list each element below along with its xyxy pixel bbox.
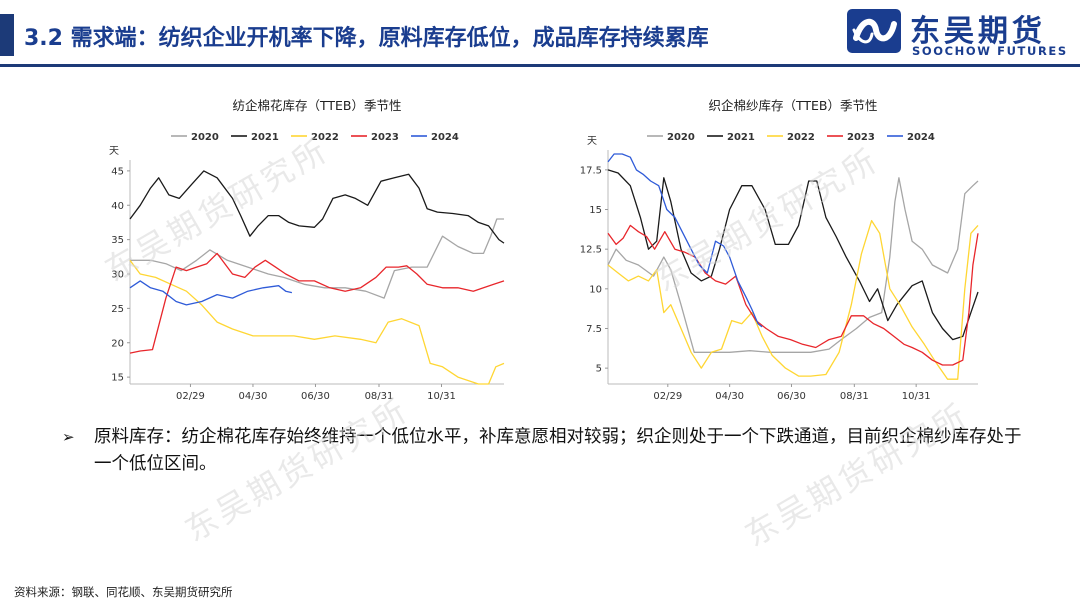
data-source-note: 资料来源：钢联、同花顺、东吴期货研究所	[14, 585, 233, 599]
legend-label: 2021	[727, 132, 755, 143]
legend-label: 2023	[847, 132, 875, 143]
slide-header: 3.2 需求端：纺织企业开机率下降，原料库存低位，成品库存持续累库 东吴期货 S…	[0, 0, 1080, 74]
y-tick-label: 15	[589, 205, 602, 216]
x-tick-label: 10/31	[902, 391, 931, 402]
legend-item-2024: 2024	[887, 132, 935, 143]
legend-item-2021: 2021	[707, 132, 755, 143]
legend-label: 2020	[191, 132, 219, 143]
y-tick-label: 7.5	[586, 324, 602, 335]
legend-label: 2024	[431, 132, 459, 143]
header-accent-bar	[0, 14, 14, 56]
y-axis-unit-label: 天	[587, 136, 597, 147]
series-line-2024	[129, 280, 293, 306]
x-tick-label: 08/31	[365, 391, 394, 402]
legend-item-2021: 2021	[231, 132, 279, 143]
bullet-arrow-icon: ➢	[62, 428, 75, 446]
x-tick-label: 02/29	[653, 391, 682, 402]
series-line-2023	[607, 224, 979, 366]
y-tick-label: 35	[111, 235, 124, 246]
series-line-2022	[129, 259, 505, 385]
chart-title: 织企棉纱库存（TTEB）季节性	[708, 98, 877, 113]
chart-title: 纺企棉花库存（TTEB）季节性	[232, 98, 401, 113]
legend-item-2023: 2023	[827, 132, 875, 143]
series-line-2020	[130, 218, 504, 299]
y-tick-label: 25	[111, 304, 124, 315]
x-tick-label: 10/31	[427, 391, 456, 402]
x-tick-label: 06/30	[777, 391, 806, 402]
bullet-text: 原料库存：纺企棉花库存始终维持一个低位水平，补库意愿相对较弱；织企则处于一个下跌…	[94, 427, 1022, 474]
legend-item-2020: 2020	[647, 132, 695, 143]
x-tick-label: 04/30	[715, 391, 744, 402]
series-line-2021	[607, 169, 979, 341]
x-tick-label: 06/30	[301, 391, 330, 402]
header-divider	[0, 64, 1080, 67]
legend-item-2022: 2022	[291, 132, 339, 143]
y-tick-label: 10	[589, 284, 602, 295]
legend-item-2024: 2024	[411, 132, 459, 143]
x-tick-label: 04/30	[239, 391, 268, 402]
legend-label: 2021	[251, 132, 279, 143]
series-line-2021	[129, 170, 505, 244]
y-axis-unit-label: 天	[109, 146, 119, 157]
soochow-logo-icon	[847, 9, 901, 53]
legend-label: 2022	[787, 132, 815, 143]
chart-svg: 织企棉纱库存（TTEB）季节性 2020 2021 2022 2023 2024 天 5 7.5…	[580, 98, 979, 402]
logo-english-name: SOOCHOW FUTURES	[912, 44, 1068, 58]
cotton-inventory-chart: 纺企棉花库存（TTEB）季节性 2020 2021 2022 2023 2024 天 15 20…	[96, 84, 526, 414]
series-line-2023	[129, 252, 505, 354]
y-tick-label: 45	[111, 166, 124, 177]
y-tick-label: 20	[111, 338, 124, 349]
legend-item-2022: 2022	[767, 132, 815, 143]
x-tick-label: 02/29	[176, 391, 205, 402]
slide-title: 3.2 需求端：纺织企业开机率下降，原料库存低位，成品库存持续累库	[24, 26, 709, 51]
y-tick-label: 30	[111, 270, 124, 281]
y-tick-label: 5	[596, 364, 602, 375]
legend-label: 2024	[907, 132, 935, 143]
legend-item-2023: 2023	[351, 132, 399, 143]
y-tick-label: 17.5	[580, 165, 602, 176]
series-line-2022	[607, 219, 979, 380]
company-logo: 东吴期货 SOOCHOW FUTURES	[846, 4, 1076, 62]
y-tick-label: 15	[111, 373, 124, 384]
y-tick-label: 12.5	[580, 245, 602, 256]
legend-label: 2023	[371, 132, 399, 143]
series-line-2024	[607, 153, 763, 328]
series-line-2020	[607, 177, 979, 353]
legend-item-2020: 2020	[171, 132, 219, 143]
logo-chinese-name: 东吴期货	[910, 14, 1046, 49]
legend-label: 2022	[311, 132, 339, 143]
legend-label: 2020	[667, 132, 695, 143]
y-tick-label: 40	[111, 201, 124, 212]
yarn-inventory-chart: 织企棉纱库存（TTEB）季节性 2020 2021 2022 2023 2024 天 5 7.5…	[572, 84, 992, 414]
chart-svg: 纺企棉花库存（TTEB）季节性 2020 2021 2022 2023 2024 天 15 20…	[109, 98, 505, 402]
x-tick-label: 08/31	[840, 391, 869, 402]
